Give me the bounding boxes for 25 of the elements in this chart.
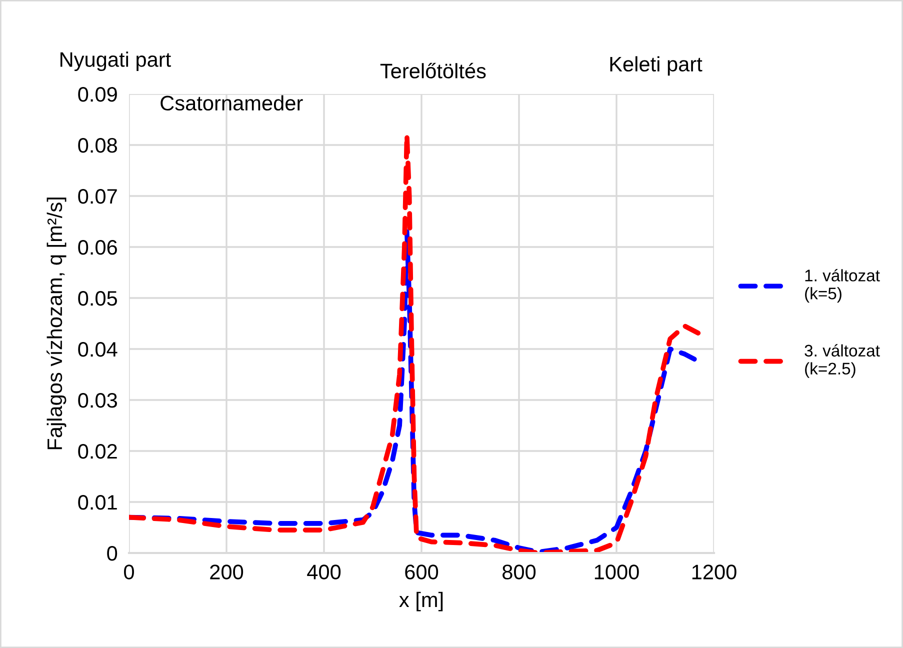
y-tick-label: 0.02 (78, 444, 117, 459)
x-tick-label: 400 (307, 564, 341, 580)
x-tick-label: 200 (210, 564, 244, 580)
x-tick-label: 0 (124, 564, 134, 580)
x-tick-label: 1000 (594, 564, 639, 580)
text: Terelőtöltés (380, 62, 486, 78)
annotation: Csatornameder (160, 95, 303, 111)
y-tick-label: 0.07 (78, 189, 117, 204)
y-axis-title: Fajlagos vízhozam, q [m²/s] (46, 198, 66, 450)
y-tick-label: 0.09 (78, 87, 117, 102)
y-tick-label: 0.03 (78, 393, 117, 408)
y-tick-label: 0 (107, 546, 118, 561)
text: Nyugati part (60, 52, 171, 72)
x-tick-label: 800 (502, 564, 536, 580)
text: Keleti part (610, 56, 702, 76)
x-tick-label: 600 (405, 564, 438, 580)
legend-label: 1. változat (k=5) (805, 268, 880, 303)
y-tick-label: 0.01 (78, 495, 117, 510)
y-tick-label: 0.05 (78, 291, 118, 306)
x-tick-label: 1200 (692, 564, 736, 580)
y-tick-label: 0.06 (78, 240, 117, 255)
x-axis-title: x [m] (399, 592, 443, 612)
legend-label: 3. változat (k=2.5) (804, 344, 880, 378)
y-tick-label: 0.08 (78, 138, 117, 153)
y-tick-label: 0.04 (78, 342, 118, 357)
